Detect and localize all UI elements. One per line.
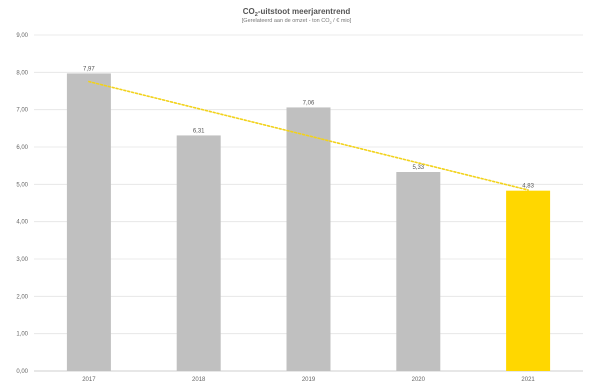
x-tick-label: 2021	[521, 377, 535, 383]
bar-2017	[66, 73, 111, 371]
subtitle-subscript: 2	[329, 21, 332, 25]
title-rest: -uitstoot meerjarentrend	[257, 7, 351, 16]
bar-2021	[506, 190, 551, 371]
x-tick-label: 2017	[82, 377, 96, 383]
subtitle-text: [Gerelateerd aan de omzet - ton CO	[241, 18, 330, 24]
y-tick-label: 7,00	[16, 108, 28, 114]
y-tick-label: 4,00	[16, 220, 28, 226]
y-tick-label: 8,00	[16, 70, 28, 76]
title-text: CO	[242, 7, 255, 16]
y-tick-label: 0,00	[16, 369, 28, 375]
bar-2019	[286, 107, 331, 371]
y-tick-label: 6,00	[16, 145, 28, 151]
y-tick-label: 3,00	[16, 257, 28, 263]
y-tick-label: 5,00	[16, 182, 28, 188]
x-tick-label: 2020	[412, 377, 426, 383]
bar-2020	[396, 172, 441, 371]
data-label: 6,31	[193, 128, 205, 134]
y-tick-label: 2,00	[16, 294, 28, 300]
subtitle-rest: / € mio]	[331, 18, 352, 24]
y-tick-label: 9,00	[16, 33, 28, 39]
title-subscript: 2	[254, 12, 258, 18]
bar-2018	[176, 135, 221, 371]
chart-title: CO2-uitstoot meerjarentrend	[0, 7, 593, 18]
data-label: 4,83	[522, 184, 534, 190]
data-label: 5,33	[412, 165, 424, 171]
x-tick-label: 2019	[302, 377, 316, 383]
y-tick-label: 1,00	[16, 332, 28, 338]
data-label: 7,06	[303, 100, 315, 106]
data-label: 7,97	[83, 66, 95, 72]
x-tick-label: 2018	[192, 377, 206, 383]
chart-subtitle: [Gerelateerd aan de omzet - ton CO2 / € …	[0, 18, 593, 25]
trendline	[88, 80, 529, 191]
